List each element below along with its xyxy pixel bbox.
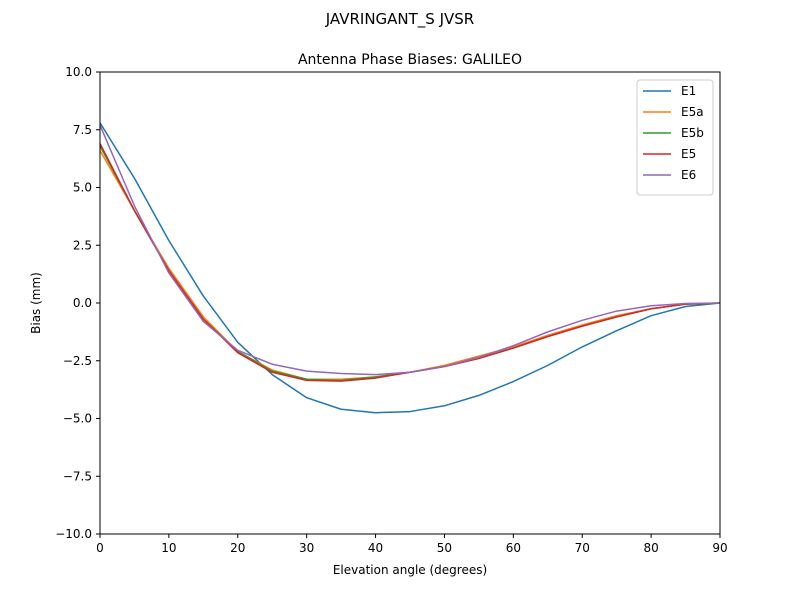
- legend-box: [636, 79, 714, 196]
- y-tick-label: −10.0: [55, 527, 92, 541]
- legend-label-e5a: E5a: [681, 105, 704, 119]
- y-tick-label: 5.0: [73, 181, 92, 195]
- y-tick-label: −2.5: [63, 354, 92, 368]
- y-tick-label: 7.5: [73, 123, 92, 137]
- x-tick-label: 40: [368, 541, 383, 555]
- series-line-e5a: [99, 150, 721, 380]
- y-axis: 10.0 7.5 5.0 2.5 0.0 −2.5 −5.0 −7.5 −10.0: [55, 65, 100, 541]
- x-tick-label: 0: [96, 541, 104, 555]
- chart-suptitle: JAVRINGANT_S JVSR: [325, 10, 474, 29]
- series-line-e6: [99, 124, 721, 376]
- x-tick-label: 20: [230, 541, 245, 555]
- legend-label-e5b: E5b: [681, 126, 704, 140]
- x-axis: 0 10 20 30 40 50 60 70 80 90: [96, 534, 728, 555]
- chart-title: Antenna Phase Biases: GALILEO: [298, 52, 522, 68]
- x-tick-label: 60: [506, 541, 521, 555]
- series-line-e5b: [99, 145, 721, 382]
- legend-label-e5: E5: [681, 147, 696, 161]
- series-line-e5: [99, 143, 721, 382]
- x-axis-label: Elevation angle (degrees): [333, 563, 487, 577]
- series-line-e1: [99, 122, 721, 414]
- plot-lines: [99, 122, 721, 414]
- y-tick-label: −7.5: [63, 469, 92, 483]
- legend-label-e1: E1: [681, 84, 696, 98]
- x-tick-label: 10: [161, 541, 176, 555]
- y-tick-label: 10.0: [65, 65, 92, 79]
- x-tick-label: 50: [437, 541, 452, 555]
- x-tick-label: 90: [712, 541, 727, 555]
- x-tick-label: 30: [299, 541, 314, 555]
- y-tick-label: 2.5: [73, 238, 92, 252]
- legend: E1 E5a E5b E5 E6: [636, 79, 714, 196]
- y-tick-label: −5.0: [63, 412, 92, 426]
- y-tick-label: 0.0: [73, 296, 92, 310]
- y-axis-label: Bias (mm): [29, 272, 43, 334]
- x-tick-label: 70: [575, 541, 590, 555]
- legend-label-e6: E6: [681, 168, 696, 182]
- x-tick-label: 80: [643, 541, 658, 555]
